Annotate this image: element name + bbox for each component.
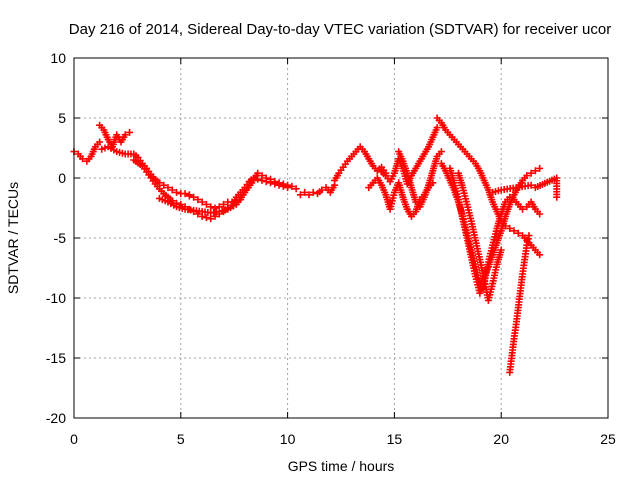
data-point xyxy=(433,124,441,132)
y-tick-label: -5 xyxy=(54,230,67,246)
data-point xyxy=(79,155,87,163)
data-point xyxy=(536,210,544,218)
data-point xyxy=(531,167,539,175)
data-point xyxy=(101,144,109,152)
data-point xyxy=(220,200,228,208)
data-point xyxy=(536,251,544,259)
data-point xyxy=(519,205,527,213)
y-axis-label: SDTVAR / TECUs xyxy=(5,182,21,294)
data-point xyxy=(211,204,219,212)
y-tick-label: -10 xyxy=(46,290,66,306)
data-point xyxy=(198,198,206,206)
data-point xyxy=(160,181,168,189)
plot-frame xyxy=(73,57,609,419)
x-tick-label: 0 xyxy=(70,431,78,447)
data-point xyxy=(181,190,189,198)
data-point xyxy=(305,191,313,199)
data-point xyxy=(510,227,518,235)
data-point xyxy=(288,182,296,190)
data-point xyxy=(279,180,287,188)
y-tick-label: 5 xyxy=(58,110,66,126)
data-point xyxy=(437,148,445,156)
data-point xyxy=(271,178,279,186)
data-point xyxy=(536,164,544,172)
data-point xyxy=(301,188,309,196)
data-point xyxy=(207,203,215,211)
data-point xyxy=(155,179,163,187)
data-point xyxy=(296,191,304,199)
chart-title: Day 216 of 2014, Sidereal Day-to-day VTE… xyxy=(69,21,611,38)
data-point xyxy=(202,200,210,208)
data-point xyxy=(292,185,300,193)
data-point xyxy=(275,179,283,187)
data-point xyxy=(254,169,262,177)
tick-labels: 0 5 10 15 20 25 -20 -15 -10 -5 0 5 10 xyxy=(46,50,616,447)
data-point xyxy=(173,188,181,196)
data-point xyxy=(207,215,215,223)
data-point xyxy=(98,145,106,153)
x-axis-label: GPS time / hours xyxy=(288,458,395,474)
data-point xyxy=(164,184,172,192)
data-point xyxy=(527,181,535,189)
y-tick-label: -15 xyxy=(46,350,66,366)
data-marks xyxy=(70,114,561,376)
data-point xyxy=(514,229,522,237)
x-tick-label: 20 xyxy=(493,431,509,447)
x-tick-label: 10 xyxy=(280,431,296,447)
data-point xyxy=(527,169,535,177)
data-point xyxy=(309,188,317,196)
data-point xyxy=(190,193,198,201)
data-point xyxy=(553,193,561,201)
data-point xyxy=(202,214,210,222)
data-point xyxy=(523,172,531,180)
data-point xyxy=(126,128,134,136)
data-point xyxy=(211,212,219,220)
data-point xyxy=(262,174,270,182)
data-point xyxy=(506,193,514,201)
data-point xyxy=(177,200,185,208)
data-point xyxy=(168,186,176,194)
data-point xyxy=(194,196,202,204)
data-point xyxy=(258,172,266,180)
data-point xyxy=(121,131,129,139)
data-point xyxy=(267,175,275,183)
data-point xyxy=(525,232,533,240)
y-tick-label: 10 xyxy=(50,50,66,66)
y-tick-label: 0 xyxy=(58,170,66,186)
data-point xyxy=(497,246,505,254)
data-point xyxy=(96,138,104,146)
x-tick-label: 25 xyxy=(600,431,616,447)
data-point xyxy=(185,192,193,200)
data-point xyxy=(318,186,326,194)
x-tick-label: 5 xyxy=(177,431,185,447)
data-point xyxy=(284,181,292,189)
y-tick-label: -20 xyxy=(46,410,66,426)
x-tick-label: 15 xyxy=(387,431,403,447)
data-point xyxy=(506,224,514,232)
